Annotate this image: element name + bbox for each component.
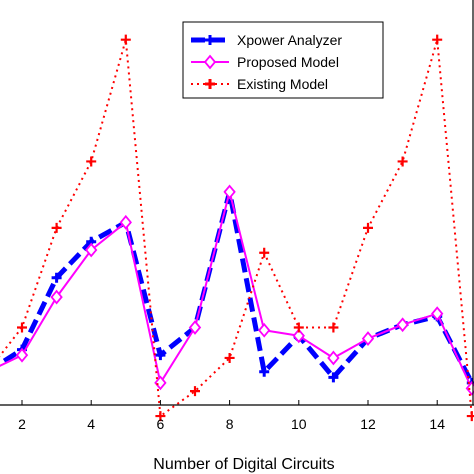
data-point [327, 350, 340, 366]
data-point [15, 347, 29, 363]
data-point [328, 322, 339, 333]
x-tick-label-2: 2 [18, 416, 26, 432]
legend-box [182, 21, 384, 99]
data-point [188, 320, 202, 335]
data-point [119, 214, 132, 230]
data-point [292, 328, 305, 344]
data-point [224, 352, 235, 363]
data-point [86, 156, 97, 167]
series-1 [0, 184, 474, 396]
legend-marker [205, 79, 215, 89]
data-point [51, 222, 62, 233]
data-point [361, 331, 375, 346]
x-tick-label-14: 14 [429, 416, 445, 432]
data-point [293, 322, 304, 333]
x-tick-label-8: 8 [226, 416, 234, 432]
axes: 2 4 6 8 10 12 14 [0, 0, 474, 432]
legend-label: Xpower Analyzer [237, 32, 342, 48]
data-point [363, 222, 373, 233]
x-tick-label-6: 6 [157, 416, 165, 432]
plot-area [0, 34, 474, 422]
data-point [51, 272, 62, 283]
data-point [154, 375, 167, 391]
x-tick-label-4: 4 [87, 416, 95, 432]
data-point [432, 34, 443, 45]
data-point [258, 322, 271, 338]
data-point [85, 242, 98, 258]
data-point [466, 411, 474, 422]
x-tick-label-12: 12 [360, 416, 376, 432]
series-line-2 [0, 38, 473, 418]
data-point [328, 372, 339, 383]
series-2 [0, 34, 474, 422]
legend-entry-0: Xpower Analyzer [191, 32, 342, 48]
x-axis-title: Number of Digital Circuits [153, 456, 334, 473]
legend-marker [203, 54, 217, 70]
data-point [465, 380, 474, 396]
data-point [155, 350, 166, 361]
data-point [223, 184, 236, 200]
data-point [17, 322, 27, 333]
data-point [396, 317, 409, 333]
data-point [259, 247, 270, 258]
data-point [190, 386, 200, 397]
data-point [120, 34, 131, 45]
legend-marker [205, 35, 215, 45]
data-point [155, 411, 166, 422]
legend: Xpower Analyzer Proposed Model Existing Mo… [182, 21, 384, 99]
data-point [259, 366, 270, 377]
data-point [431, 306, 444, 322]
legend-label: Existing Model [237, 76, 328, 92]
legend-entry-1: Proposed Model [191, 54, 339, 70]
legend-entry-2: Existing Model [191, 76, 328, 92]
x-tick-label-10: 10 [291, 416, 307, 432]
data-point [50, 289, 63, 305]
series-0 [0, 186, 474, 388]
data-point [397, 156, 408, 167]
legend-label: Proposed Model [237, 54, 339, 70]
